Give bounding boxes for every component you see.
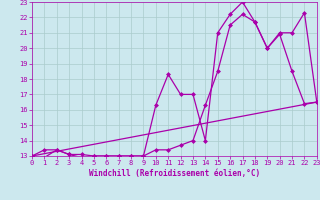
- X-axis label: Windchill (Refroidissement éolien,°C): Windchill (Refroidissement éolien,°C): [89, 169, 260, 178]
